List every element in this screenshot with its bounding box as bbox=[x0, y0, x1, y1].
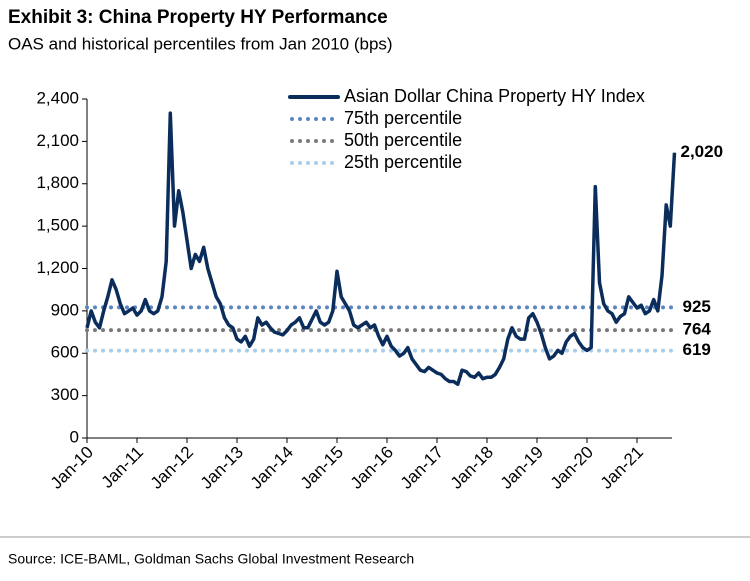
x-tick-label: Jan-15 bbox=[297, 443, 347, 493]
legend-label: 75th percentile bbox=[344, 108, 462, 128]
y-tick-label: 2,100 bbox=[36, 131, 79, 150]
x-tick-label: Jan-21 bbox=[597, 443, 647, 493]
x-tick-label: Jan-16 bbox=[347, 443, 397, 493]
x-tick-label: Jan-17 bbox=[397, 443, 447, 493]
y-tick-label: 600 bbox=[51, 343, 79, 362]
chart-subtitle: OAS and historical percentiles from Jan … bbox=[8, 34, 393, 53]
x-tick-label: Jan-12 bbox=[147, 443, 197, 493]
y-tick-label: 2,400 bbox=[36, 88, 79, 107]
y-tick-label: 300 bbox=[51, 385, 79, 404]
y-tick-label: 1,800 bbox=[36, 173, 79, 192]
index-line bbox=[85, 111, 677, 387]
legend-label: 50th percentile bbox=[344, 130, 462, 150]
x-tick-label: Jan-20 bbox=[547, 443, 597, 493]
percentile-label: 764 bbox=[683, 320, 712, 339]
x-tick-label: Jan-19 bbox=[497, 443, 547, 493]
value-label: 2,020 bbox=[681, 142, 724, 161]
chart-title: Exhibit 3: China Property HY Performance bbox=[8, 7, 388, 28]
percentile-label: 925 bbox=[683, 297, 711, 316]
x-tick-label: Jan-14 bbox=[247, 443, 297, 493]
percentile-label: 619 bbox=[683, 340, 711, 359]
legend-label: Asian Dollar China Property HY Index bbox=[344, 86, 645, 106]
y-tick-label: 1,500 bbox=[36, 216, 79, 235]
x-tick-label: Jan-10 bbox=[47, 443, 97, 493]
y-tick-label: 900 bbox=[51, 300, 79, 319]
x-tick-label: Jan-11 bbox=[98, 443, 147, 492]
y-tick-label: 1,200 bbox=[36, 258, 79, 277]
source-note: Source: ICE-BAML, Goldman Sachs Global I… bbox=[8, 551, 414, 567]
legend-label: 25th percentile bbox=[344, 152, 462, 172]
x-tick-label: Jan-13 bbox=[197, 443, 247, 493]
y-tick-label: 0 bbox=[70, 427, 79, 446]
x-tick-label: Jan-18 bbox=[447, 443, 497, 493]
